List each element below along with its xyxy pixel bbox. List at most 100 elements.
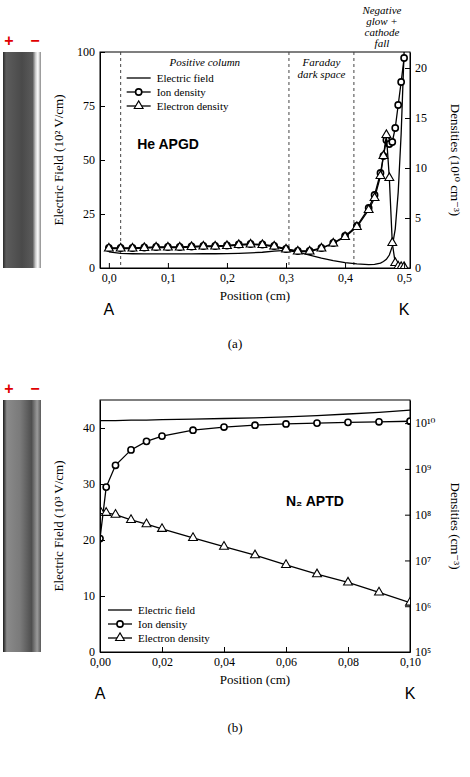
series-line [109, 52, 404, 265]
tick: 0,04 [214, 647, 235, 669]
tick: 100 [77, 45, 105, 59]
tick-label: 75 [83, 99, 95, 113]
y2-axis-title: Densities (10¹⁰ cm⁻³) [448, 104, 463, 216]
tick-mark [286, 647, 287, 652]
marker [221, 424, 227, 430]
electrode-label: K [405, 685, 416, 702]
marker [313, 569, 322, 577]
tick-mark [405, 469, 410, 470]
tick-mark [100, 428, 105, 429]
tick-label: 10⁷ [415, 554, 431, 568]
tick: 0,0 [102, 263, 117, 285]
region-boundary [120, 52, 121, 268]
tick-mark [405, 423, 410, 424]
chart-label: He APGD [137, 136, 199, 152]
axis-line [101, 652, 411, 653]
tick-mark [100, 214, 105, 215]
tick: 0,3 [279, 263, 294, 285]
axis-line [410, 53, 411, 269]
tick-label: 0,5 [397, 271, 412, 285]
tick: 0,2 [220, 263, 235, 285]
tick-label: 10⁶ [415, 600, 431, 614]
series-line [100, 421, 410, 538]
tick-mark [345, 263, 346, 268]
tick-label: 10 [415, 161, 427, 175]
marker [163, 242, 172, 250]
legend-symbol [136, 89, 142, 95]
marker [314, 420, 320, 426]
tick: 5 [405, 211, 421, 225]
tick: 50 [83, 153, 105, 167]
tick-mark [405, 560, 410, 561]
y-axis: 0255075100 [77, 45, 105, 275]
marker [175, 242, 184, 250]
marker [258, 240, 267, 248]
marker [190, 427, 196, 433]
tick-label: 10⁸ [415, 508, 431, 522]
tick-label: 30 [83, 477, 95, 491]
legend-label: Electric field [138, 604, 196, 616]
tick-mark [100, 652, 105, 653]
marker [375, 587, 384, 595]
marker [345, 419, 351, 425]
tick: 0,4 [338, 263, 353, 285]
marker [376, 419, 382, 425]
legend: Electric fieldIon densityElectron densit… [127, 72, 229, 112]
marker [293, 246, 302, 254]
marker [111, 510, 120, 518]
electrode-label: K [399, 301, 410, 318]
marker [400, 262, 409, 268]
marker [127, 515, 136, 523]
tick-label: 0,0 [102, 271, 117, 285]
y2-axis: 05101520 [405, 53, 427, 276]
tick: 10⁹ [405, 462, 431, 476]
tick-mark [100, 160, 105, 161]
tick-label: 20 [415, 61, 427, 75]
x-axis-title: Position (cm) [220, 288, 290, 303]
marker [282, 560, 291, 568]
marker [344, 577, 353, 585]
polarity-label: − [30, 32, 39, 49]
y2-axis-title: Densities (cm⁻³) [448, 483, 463, 570]
tick-label: 15 [415, 111, 427, 125]
tick-label: 0 [89, 645, 95, 659]
marker [159, 433, 165, 439]
tick-mark [168, 263, 169, 268]
tick-label: 0,1 [161, 271, 176, 285]
tick-mark [224, 647, 225, 652]
region-boundary [288, 52, 289, 268]
region-boundary [353, 52, 354, 268]
tick: 10 [405, 161, 427, 175]
tick-mark [405, 652, 410, 653]
discharge-photo [3, 400, 41, 652]
tick-label: 0,4 [338, 271, 353, 285]
marker [187, 242, 196, 250]
y-axis-title: Electric Field (10² V/cm) [51, 94, 66, 225]
tick-mark [100, 52, 105, 53]
tick-mark [405, 168, 410, 169]
axis-line [100, 401, 101, 653]
tick-mark [348, 647, 349, 652]
marker [104, 243, 113, 251]
marker [370, 193, 379, 201]
panel-label: (a) [228, 336, 242, 351]
tick-label: 0,2 [220, 271, 235, 285]
plot-area [104, 52, 408, 268]
tick: 10⁸ [405, 508, 431, 522]
tick-label: 0,3 [279, 271, 294, 285]
tick: 0,06 [276, 647, 297, 669]
tick: 75 [83, 99, 105, 113]
polarity-label: + [4, 32, 13, 49]
y-axis: 010203040 [83, 401, 105, 660]
electrode-label: A [104, 301, 115, 318]
panel: +−0,00,10,20,30,40,5025507510005101520Po… [3, 4, 463, 351]
marker [392, 125, 398, 131]
axis-line [410, 401, 411, 653]
plot-area [100, 410, 410, 605]
marker [211, 241, 220, 249]
marker [189, 533, 198, 541]
marker [401, 55, 407, 61]
legend-symbol [134, 101, 143, 109]
region-label: Faradaydark space [297, 56, 345, 80]
marker [376, 171, 385, 179]
